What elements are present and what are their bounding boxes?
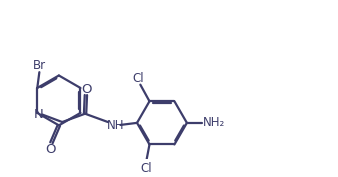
Text: NH₂: NH₂ xyxy=(203,116,225,129)
Text: Cl: Cl xyxy=(140,162,152,175)
Text: Br: Br xyxy=(33,59,46,72)
Text: O: O xyxy=(45,142,55,156)
Text: N: N xyxy=(34,108,44,121)
Text: O: O xyxy=(81,83,92,96)
Text: Cl: Cl xyxy=(132,72,144,84)
Text: NH: NH xyxy=(107,119,124,132)
